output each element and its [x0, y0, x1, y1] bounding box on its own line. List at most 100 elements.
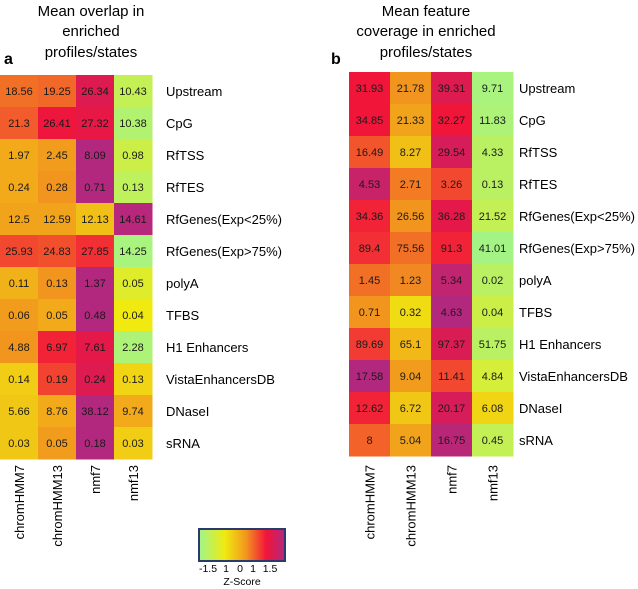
panel-b-value-r2-c2: 29.54: [438, 147, 466, 159]
panel-b-coverage-heatmap: b Mean feature coverage in enriched prof…: [331, 3, 635, 547]
panel-a-cell-r6-c1: [38, 267, 77, 300]
panel-b-row-label-10: DNaseI: [519, 401, 562, 416]
panel-a-cell-r0-c3: [114, 75, 153, 108]
panel-a-cell-r11-c3: [114, 427, 153, 460]
panel-a-cell-r4-c1: [38, 203, 77, 236]
panel-a-cell-r5-c1: [38, 235, 77, 268]
panel-a-cell-r10-c2: [76, 395, 115, 428]
panel-b-cell-r7-c1: [390, 296, 432, 329]
panel-a-cell-r1-c2: [76, 107, 115, 140]
panel-b-cell-r1-c3: [472, 104, 514, 137]
panel-b-value-r7-c0: 0.71: [359, 307, 380, 319]
panel-a-cell-r2-c1: [38, 139, 77, 172]
panel-a-value-r2-c0: 1.97: [8, 150, 29, 162]
panel-b-cell-r0-c1: [390, 72, 432, 105]
panel-a-value-r4-c0: 12.5: [8, 214, 29, 226]
panel-b-cell-r6-c2: [431, 264, 473, 297]
panel-b-cell-r2-c3: [472, 136, 514, 169]
panel-a-cell-r7-c2: [76, 299, 115, 332]
panel-a-cell-r7-c3: [114, 299, 153, 332]
panel-a-row-label-2: RfTSS: [166, 148, 205, 163]
panel-b-value-r4-c1: 26.56: [397, 211, 425, 223]
panel-a-cell-r0-c1: [38, 75, 77, 108]
panel-b-cell-r9-c2: [431, 360, 473, 393]
panel-a-label: a: [4, 51, 13, 68]
panel-a-cell-r1-c3: [114, 107, 153, 140]
panel-b-cell-r6-c0: [349, 264, 391, 297]
panel-b-value-r9-c0: 17.58: [356, 371, 384, 383]
panel-a-value-r10-c2: 38.12: [81, 406, 109, 418]
panel-a-column-label-3: nmf13: [126, 465, 141, 501]
panel-a-cell-r3-c3: [114, 171, 153, 204]
panel-b-row-label-6: polyA: [519, 273, 552, 288]
panel-b-value-r1-c3: 11.83: [479, 115, 506, 127]
panel-b-title-line-3: profiles/states: [380, 44, 473, 61]
panel-a-cell-r6-c0: [0, 267, 39, 300]
panel-b-value-r7-c2: 4.63: [441, 307, 462, 319]
panel-a-value-r6-c2: 1.37: [84, 278, 105, 290]
panel-a-cell-r9-c3: [114, 363, 153, 396]
panel-b-value-r6-c0: 1.45: [359, 275, 380, 287]
panel-b-cell-r5-c1: [390, 232, 432, 265]
panel-a-row-label-3: RfTES: [166, 180, 205, 195]
panel-a-value-r8-c3: 2.28: [122, 342, 143, 354]
panel-b-row-label-11: sRNA: [519, 433, 553, 448]
panel-a-cell-r9-c1: [38, 363, 77, 396]
panel-b-row-label-9: VistaEnhancersDB: [519, 369, 628, 384]
panel-a-cell-r6-c2: [76, 267, 115, 300]
panel-a-title-line-3: profiles/states: [45, 44, 138, 61]
panel-a-value-r9-c3: 0.13: [122, 374, 143, 386]
panel-a-cell-r11-c2: [76, 427, 115, 460]
panel-a-value-r9-c1: 0.19: [46, 374, 67, 386]
panel-b-value-r2-c0: 16.49: [356, 147, 384, 159]
panel-b-value-r4-c3: 21.52: [479, 211, 507, 223]
colorbar-gradient: [198, 528, 286, 562]
panel-a-value-r7-c0: 0.06: [8, 310, 29, 322]
panel-b-value-r9-c1: 9.04: [400, 371, 421, 383]
panel-a-cell-r9-c0: [0, 363, 39, 396]
panel-a-value-r0-c0: 18.56: [5, 86, 33, 98]
panel-b-value-r11-c0: 8: [366, 435, 372, 447]
panel-b-value-r3-c1: 2.71: [400, 179, 421, 191]
colorbar-title: Z-Score: [223, 576, 261, 588]
panel-b-value-r11-c2: 16.75: [438, 435, 466, 447]
panel-b-cell-r8-c2: [431, 328, 473, 361]
panel-b-cell-r4-c3: [472, 200, 514, 233]
panel-a-value-r4-c2: 12.13: [81, 214, 109, 226]
panel-a-value-r2-c2: 8.09: [84, 150, 105, 162]
panel-a-cell-r4-c3: [114, 203, 153, 236]
panel-b-cell-r1-c0: [349, 104, 391, 137]
panel-a-value-r8-c1: 6.97: [46, 342, 67, 354]
panel-b-cell-r4-c2: [431, 200, 473, 233]
panel-a-value-r3-c3: 0.13: [122, 182, 143, 194]
panel-b-value-r4-c2: 36.28: [438, 211, 466, 223]
panel-a-cell-r10-c1: [38, 395, 77, 428]
panel-b-value-r8-c0: 89.69: [356, 339, 384, 351]
panel-a-value-r0-c2: 26.34: [81, 86, 109, 98]
panel-a-title-line-2: enriched: [62, 23, 120, 40]
panel-b-cell-r2-c0: [349, 136, 391, 169]
panel-b-value-r1-c2: 32.27: [438, 115, 466, 127]
panel-b-value-r1-c1: 21.33: [397, 115, 425, 127]
panel-b-value-r5-c0: 89.4: [359, 243, 380, 255]
panel-a-value-r5-c0: 25.93: [5, 246, 33, 258]
panel-a-cell-r4-c2: [76, 203, 115, 236]
panel-b-column-label-1: chromHMM13: [404, 465, 419, 547]
panel-b-cell-r8-c1: [390, 328, 432, 361]
panel-b-value-r7-c1: 0.32: [400, 307, 421, 319]
panel-a-cell-r10-c0: [0, 395, 39, 428]
panel-b-row-label-3: RfTES: [519, 177, 558, 192]
colorbar-tick-4: 1.5: [263, 563, 278, 575]
panel-a-value-r1-c2: 27.32: [81, 118, 109, 130]
panel-b-value-r2-c3: 4.33: [482, 147, 503, 159]
panel-a-cell-r5-c2: [76, 235, 115, 268]
panel-a-value-r6-c3: 0.05: [122, 278, 143, 290]
panel-b-cell-r6-c1: [390, 264, 432, 297]
panel-b-title-line-1: Mean feature: [382, 3, 470, 20]
panel-b-title-line-2: coverage in enriched: [356, 23, 495, 40]
panel-b-value-r10-c3: 6.08: [482, 403, 503, 415]
panel-b-row-label-5: RfGenes(Exp>75%): [519, 241, 635, 256]
panel-b-value-r1-c0: 34.85: [356, 115, 384, 127]
panel-b-cell-r0-c3: [472, 72, 514, 105]
colorbar-tick-3: 1: [250, 563, 256, 575]
